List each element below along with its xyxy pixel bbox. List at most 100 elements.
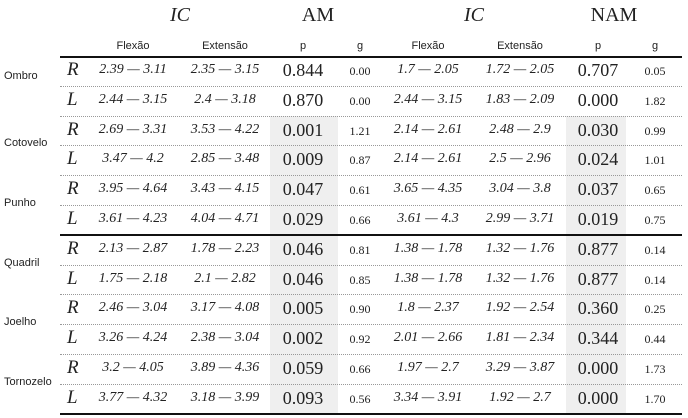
row-divider bbox=[60, 145, 682, 147]
cell: 0.65 bbox=[644, 183, 666, 198]
joint-label: Tornozelo bbox=[4, 375, 52, 388]
cell: 0.030 bbox=[577, 119, 619, 140]
cell: 0.56 bbox=[349, 391, 371, 406]
cell: 1.82 bbox=[644, 93, 666, 108]
cell: 0.029 bbox=[282, 209, 324, 229]
side-label: L bbox=[67, 148, 78, 170]
cell: 1.83 — 2.09 bbox=[485, 91, 555, 107]
cell: 3.2 — 4.05 bbox=[102, 360, 164, 375]
side-label: L bbox=[67, 208, 78, 229]
cell: 0.344 bbox=[577, 328, 619, 349]
cell: 2.39 — 3.11 bbox=[99, 62, 167, 77]
cell: 0.870 bbox=[282, 89, 324, 110]
cell: 2.1 — 2.82 bbox=[194, 270, 256, 286]
cell: 0.047 bbox=[282, 179, 324, 200]
joint-label: Ombro bbox=[4, 69, 38, 82]
cell: 0.009 bbox=[282, 149, 324, 170]
cell: 3.47 — 4.2 bbox=[102, 151, 164, 167]
cell: 1.70 bbox=[644, 391, 666, 406]
group-header: AM bbox=[301, 4, 335, 26]
cell: 1.38 — 1.78 bbox=[393, 270, 463, 286]
cell: 0.002 bbox=[282, 328, 324, 349]
cell: 0.00 bbox=[349, 93, 371, 108]
cell: 2.69 — 3.31 bbox=[98, 121, 168, 137]
row-divider bbox=[60, 264, 682, 266]
side-label: L bbox=[67, 88, 78, 110]
row-divider bbox=[60, 294, 682, 296]
joint-label: Quadril bbox=[4, 256, 40, 269]
side-label: L bbox=[67, 386, 78, 408]
cell: 3.65 — 4.35 bbox=[393, 181, 463, 197]
cell: 0.87 bbox=[349, 153, 371, 168]
joint-label: Joelho bbox=[4, 316, 37, 329]
cell: 0.877 bbox=[577, 268, 619, 289]
cell: 0.99 bbox=[644, 123, 666, 138]
side-label: R bbox=[67, 237, 79, 259]
column-header: p bbox=[299, 40, 307, 52]
cell: 0.360 bbox=[577, 298, 619, 319]
cell: 0.844 bbox=[282, 60, 324, 80]
cell: 1.8 — 2.37 bbox=[397, 300, 459, 316]
cell: 0.44 bbox=[644, 332, 666, 347]
cell: 1.73 bbox=[644, 362, 666, 376]
cell: 3.04 — 3.8 bbox=[489, 181, 551, 197]
side-label: R bbox=[67, 297, 79, 319]
cell: 4.04 — 4.71 bbox=[190, 211, 260, 226]
cell: 1.92 — 2.7 bbox=[489, 389, 551, 405]
cell: 3.61 — 4.3 bbox=[397, 211, 459, 226]
side-label: R bbox=[67, 178, 79, 200]
cell: 0.046 bbox=[282, 238, 324, 259]
cell: 3.17 — 4.08 bbox=[190, 300, 260, 316]
row-divider bbox=[60, 205, 682, 206]
cell: 3.61 — 4.23 bbox=[98, 211, 168, 226]
row-divider bbox=[60, 115, 682, 117]
cell: 0.14 bbox=[644, 242, 666, 257]
group-header: NAM bbox=[590, 4, 638, 26]
cell: 0.00 bbox=[349, 64, 371, 78]
cell: 2.35 — 3.15 bbox=[190, 62, 260, 77]
cell: 0.90 bbox=[349, 302, 371, 317]
column-header: Flexão bbox=[411, 40, 445, 52]
cell: 0.000 bbox=[577, 89, 619, 110]
cell: 1.97 — 2.7 bbox=[397, 360, 459, 375]
cell: 3.26 — 4.24 bbox=[98, 330, 168, 346]
cell: 0.019 bbox=[577, 209, 619, 229]
cell: 2.38 — 3.04 bbox=[190, 330, 260, 346]
side-label: L bbox=[67, 267, 78, 289]
side-label: R bbox=[67, 59, 79, 80]
column-header: g bbox=[651, 40, 659, 52]
side-label: R bbox=[67, 357, 79, 378]
cell: 1.01 bbox=[644, 153, 666, 168]
cell: 1.75 — 2.18 bbox=[98, 270, 168, 286]
cell: 2.48 — 2.9 bbox=[489, 121, 551, 137]
cell: 2.14 — 2.61 bbox=[393, 121, 463, 137]
cell: 3.89 — 4.36 bbox=[190, 360, 260, 375]
cell: 1.92 — 2.54 bbox=[485, 300, 555, 316]
side-label: R bbox=[67, 118, 79, 140]
cell: 1.81 — 2.34 bbox=[485, 330, 555, 346]
cell: 3.29 — 3.87 bbox=[485, 360, 555, 375]
cell: 0.001 bbox=[282, 119, 324, 140]
column-header: p bbox=[594, 40, 602, 52]
cell: 2.99 — 3.71 bbox=[485, 211, 555, 226]
row-divider bbox=[60, 175, 682, 177]
cell: 0.61 bbox=[349, 183, 371, 198]
cell: 0.093 bbox=[282, 387, 324, 408]
cell: 3.18 — 3.99 bbox=[190, 389, 260, 405]
group-header: IC bbox=[464, 4, 484, 26]
cell: 1.38 — 1.78 bbox=[393, 240, 463, 256]
cell: 0.14 bbox=[644, 272, 666, 287]
cell: 1.72 — 2.05 bbox=[485, 62, 555, 77]
side-label: L bbox=[67, 327, 78, 349]
row-divider bbox=[60, 324, 682, 326]
cell: 0.037 bbox=[577, 179, 619, 200]
cell: 0.059 bbox=[282, 358, 324, 378]
group-header: IC bbox=[170, 4, 190, 26]
cell: 3.53 — 4.22 bbox=[190, 121, 260, 137]
cell: 2.13 — 2.87 bbox=[98, 240, 168, 256]
cell: 0.66 bbox=[349, 213, 371, 227]
cell: 0.85 bbox=[349, 272, 371, 287]
joint-label: Punho bbox=[4, 197, 36, 209]
cell: 0.66 bbox=[349, 362, 371, 376]
